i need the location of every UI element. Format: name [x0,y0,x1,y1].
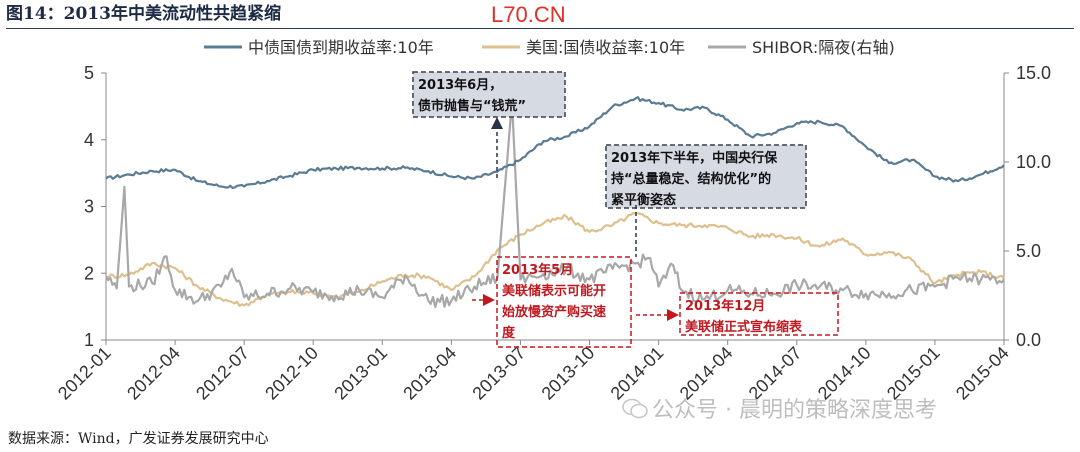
y-left-tick-label: 4 [84,130,94,150]
annotation-text-h2-2013: 紧平衡姿态 [611,192,676,208]
x-tick-label: 2013-10 [538,343,599,404]
line-chart: 1 2 3 4 5 0.0 5.0 10.0 15.0 2012-01 2012-04 2012-07… [54,38,1051,404]
y-left-tick-label: 2 [84,263,94,283]
annotation-text-h2-2013: 2013年下半年，中国央行保 [611,150,778,166]
x-tick-label: 2012-01 [54,343,115,404]
annotation-box-dec2013 [679,292,839,336]
annotation-text-jun2013: 债市抛售与“钱荒” [418,98,526,114]
annotation-text-may2013: 2013年5月 [502,262,573,278]
y-right-tick-label: 5.0 [1016,241,1041,261]
x-tick-label: 2013-04 [399,343,460,404]
annotation-text-jun2013: 2013年6月， [418,77,502,93]
wechat-watermark: 公众号 · 晨明的策略深度思考 [622,392,937,424]
figure-title: 图14：2013年中美流动性共趋紧缩 [6,4,281,24]
y-left-tick-label: 3 [84,197,94,217]
series-line-0 [105,96,1005,189]
annotation-box-may2013 [496,256,632,348]
wechat-text: 公众号 · 晨明的策略深度思考 [652,398,937,423]
annotation-text-may2013: 度 [502,325,516,341]
x-tick-label: 2012-10 [261,343,322,404]
legend-label-2: SHIBOR:隔夜(右轴) [752,38,895,57]
series-line-1 [105,212,1005,307]
x-tick-label: 2012-07 [192,343,253,404]
series-line-2 [105,100,1005,308]
annotation-text-may2013: 美联储表示可能开 [502,283,606,299]
title-bar: 图14：2013年中美流动性共趋紧缩 [6,2,1074,29]
x-tick-label: 2012-04 [123,343,184,404]
x-tick-label: 2015-04 [952,343,1013,404]
annotation-box-jun2013 [412,71,566,118]
wechat-icon [622,398,648,419]
site-watermark: L70.CN [491,2,566,27]
annotation-text-dec2013: 美联储正式宣布缩表 [685,319,803,335]
annotation-text-h2-2013: 持“总量稳定、结构优化”的 [611,171,771,187]
annotation-box-h2-2013 [605,144,807,209]
y-right-tick-label: 10.0 [1016,152,1051,172]
annotation-text-dec2013: 2013年12月 [685,298,765,314]
x-tick-label: 2013-01 [330,343,391,404]
legend-label-0: 中债国债到期收益率:10年 [248,38,434,57]
y-right-tick-label: 0.0 [1016,330,1041,350]
annotation-text-may2013: 始放慢资产购买速 [502,304,606,320]
data-source: 数据来源：Wind，广发证券发展研究中心 [8,431,269,447]
x-tick-label: 2013-07 [468,343,529,404]
chart-legend: 中债国债到期收益率:10年 美国:国债收益率:10年 SHIBOR:隔夜(右轴) [204,38,895,57]
chart-annotations: 2013年6月， 债市抛售与“钱荒” 2013年下半年，中国央行保持“总量稳定、结构… [412,71,839,348]
y-left-tick-label: 1 [84,330,94,350]
y-left-tick-label: 5 [84,63,94,83]
series-layer [105,96,1005,308]
y-right-tick-label: 15.0 [1016,63,1051,83]
legend-label-1: 美国:国债收益率:10年 [526,38,685,57]
